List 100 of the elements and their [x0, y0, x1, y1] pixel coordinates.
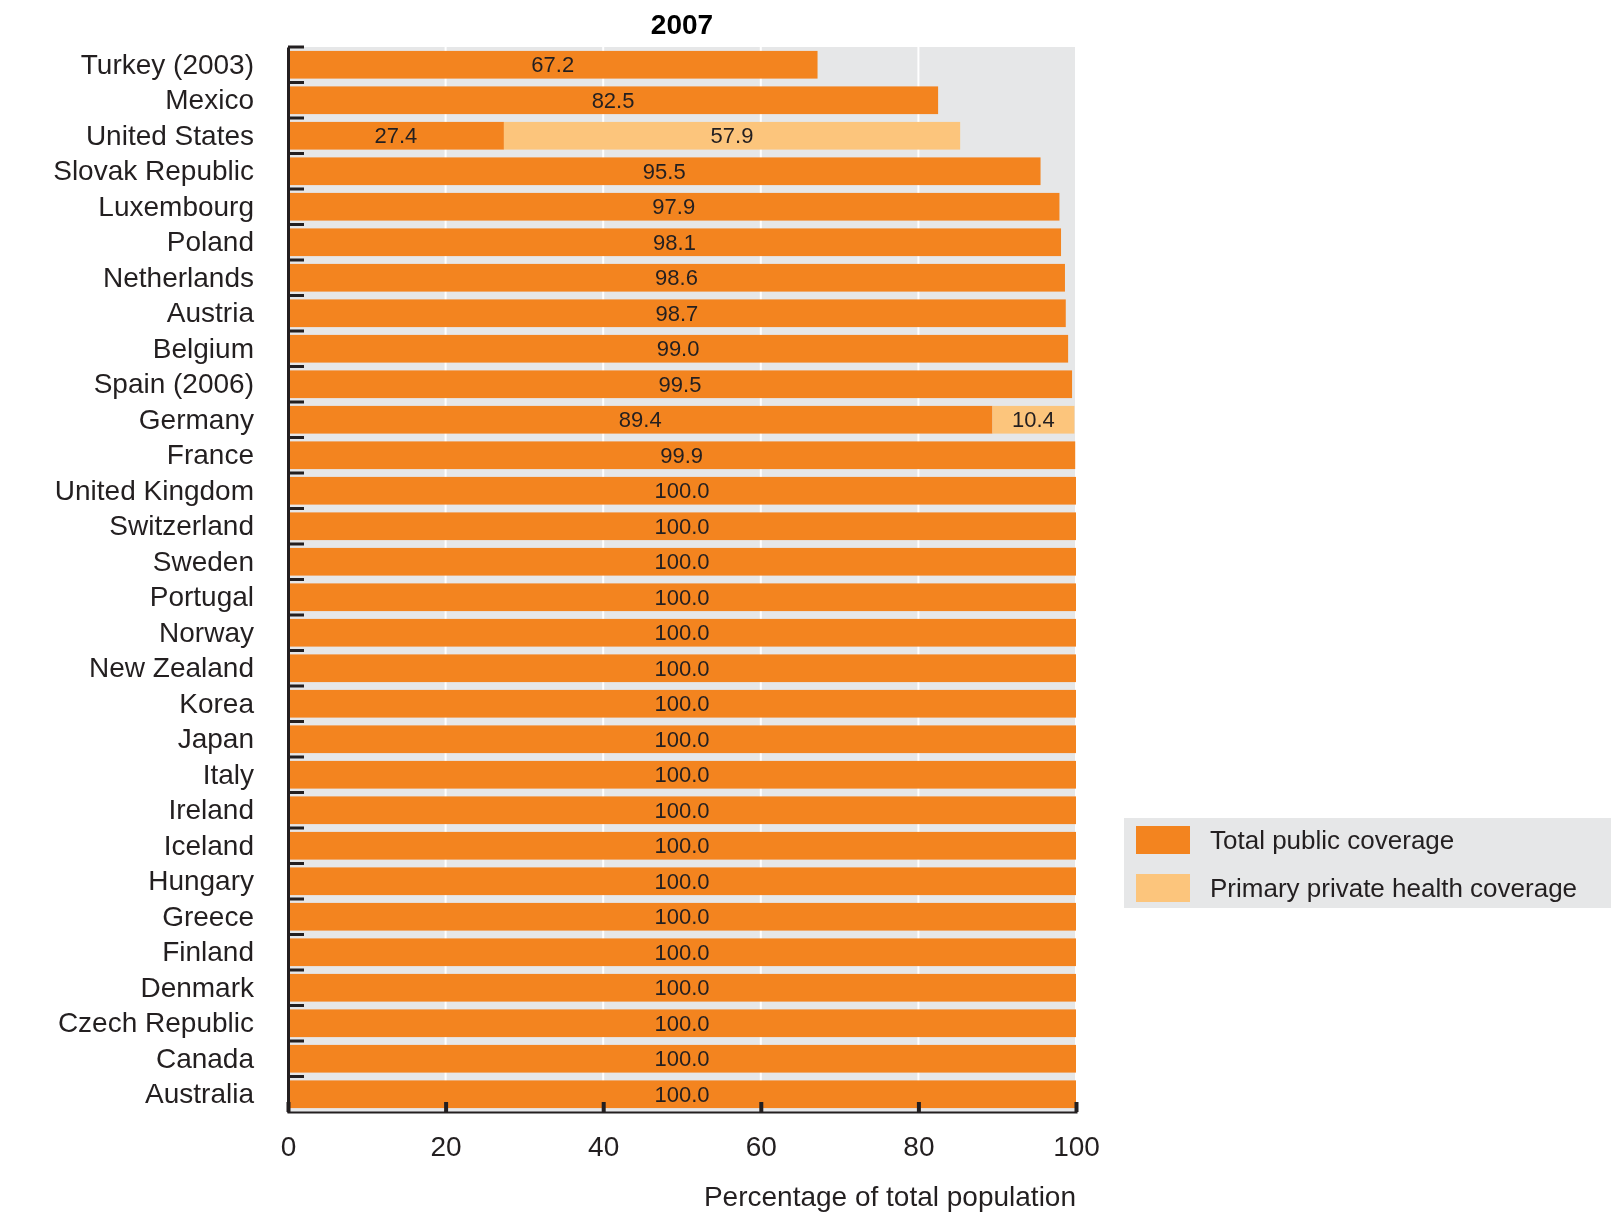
bar — [288, 654, 1076, 683]
bar — [288, 50, 818, 79]
data-label: 100.0 — [654, 762, 710, 788]
x-tick-label: 100 — [1053, 1130, 1100, 1162]
y-tick-label: Switzerland — [109, 510, 254, 542]
data-label: 100.0 — [654, 904, 710, 930]
data-label: 100.0 — [654, 797, 710, 823]
data-label: 100.0 — [654, 478, 710, 504]
bar — [288, 121, 504, 150]
data-label: 100.0 — [654, 939, 710, 965]
x-tick-label: 20 — [430, 1130, 462, 1162]
data-label: 100.0 — [654, 1010, 710, 1036]
data-label: 99.0 — [656, 336, 700, 362]
data-label: 100.0 — [654, 620, 710, 646]
y-tick-label: Turkey (2003) — [80, 48, 254, 80]
data-label: 27.4 — [374, 123, 418, 149]
bar — [288, 512, 1076, 541]
bar — [288, 1009, 1076, 1038]
y-tick-label: Sweden — [152, 545, 254, 577]
x-tick-label: 40 — [588, 1130, 620, 1162]
data-label: 100.0 — [654, 584, 710, 610]
bar — [288, 618, 1076, 647]
data-label: 67.2 — [531, 52, 575, 78]
bar — [288, 725, 1076, 754]
bar — [288, 476, 1076, 505]
data-label: 100.0 — [654, 726, 710, 752]
bar — [288, 938, 1076, 967]
bar — [288, 405, 993, 434]
x-tick-label: 80 — [903, 1130, 935, 1162]
y-tick-label: France — [166, 439, 254, 471]
bar — [288, 157, 1041, 186]
data-label: 98.1 — [653, 229, 696, 255]
y-tick-label: Korea — [179, 687, 255, 719]
data-label: 98.7 — [655, 300, 699, 326]
data-label: 82.5 — [591, 87, 635, 113]
data-label: 95.5 — [642, 158, 686, 184]
chart-title: 2007 — [650, 9, 714, 40]
data-label: 100.0 — [654, 868, 710, 894]
bar — [288, 867, 1076, 896]
data-label: 99.9 — [660, 442, 704, 468]
y-tick-label: Ireland — [168, 794, 254, 826]
bar — [288, 973, 1076, 1002]
bar — [288, 547, 1076, 576]
bar — [288, 86, 939, 115]
data-label: 100.0 — [654, 1046, 710, 1072]
y-tick-label: Mexico — [165, 84, 254, 116]
y-tick-label: New Zealand — [89, 652, 254, 684]
y-tick-label: Austria — [166, 297, 255, 329]
data-label: 97.9 — [652, 194, 696, 220]
y-tick-label: Iceland — [163, 829, 254, 861]
x-tick-label: 60 — [745, 1130, 777, 1162]
bar — [288, 689, 1076, 718]
data-label: 57.9 — [710, 123, 754, 149]
data-label: 98.6 — [655, 265, 698, 291]
y-tick-label: Japan — [177, 723, 254, 755]
y-tick-label: Netherlands — [103, 261, 254, 293]
bar — [288, 192, 1060, 221]
y-tick-label: Belgium — [152, 332, 254, 364]
y-tick-label: Slovak Republic — [53, 155, 254, 187]
y-tick-label: Italy — [202, 758, 254, 790]
bar — [288, 228, 1062, 257]
bar — [288, 441, 1076, 470]
bar — [288, 334, 1069, 363]
x-tick-label: 0 — [280, 1130, 297, 1162]
y-tick-label: Spain (2006) — [93, 368, 254, 400]
bar — [288, 370, 1073, 399]
bar — [288, 583, 1076, 612]
bar — [992, 405, 1075, 434]
bar — [288, 760, 1076, 789]
bar — [288, 1080, 1076, 1109]
y-tick-label: Australia — [145, 1078, 255, 1110]
y-tick-label: Portugal — [149, 581, 254, 613]
y-tick-label: Finland — [162, 936, 254, 968]
data-label: 100.0 — [654, 513, 710, 539]
y-tick-label: Norway — [159, 616, 254, 648]
bar — [288, 831, 1076, 860]
y-tick-label: Canada — [155, 1042, 255, 1074]
legend-label: Total public coverage — [1210, 825, 1455, 856]
data-label: 100.0 — [654, 833, 710, 859]
y-tick-label: Hungary — [148, 865, 254, 897]
data-label: 10.4 — [1012, 407, 1055, 433]
data-label: 100.0 — [654, 1081, 710, 1107]
bar — [288, 902, 1076, 931]
y-tick-label: Germany — [138, 403, 254, 435]
y-tick-label: Denmark — [140, 971, 255, 1003]
bar — [288, 263, 1065, 292]
y-tick-label: United States — [85, 119, 254, 151]
data-label: 99.5 — [658, 371, 702, 397]
bar — [503, 121, 961, 150]
bar — [288, 299, 1066, 328]
y-tick-label: Greece — [162, 900, 254, 932]
data-label: 100.0 — [654, 549, 710, 575]
y-tick-label: Czech Republic — [57, 1007, 254, 1039]
y-tick-label: Poland — [166, 226, 254, 258]
data-label: 89.4 — [618, 407, 662, 433]
bar — [288, 796, 1076, 825]
data-label: 100.0 — [654, 975, 710, 1001]
y-tick-label: Luxembourg — [98, 190, 254, 222]
y-tick-label: United Kingdom — [54, 474, 254, 506]
bar — [288, 1044, 1076, 1073]
